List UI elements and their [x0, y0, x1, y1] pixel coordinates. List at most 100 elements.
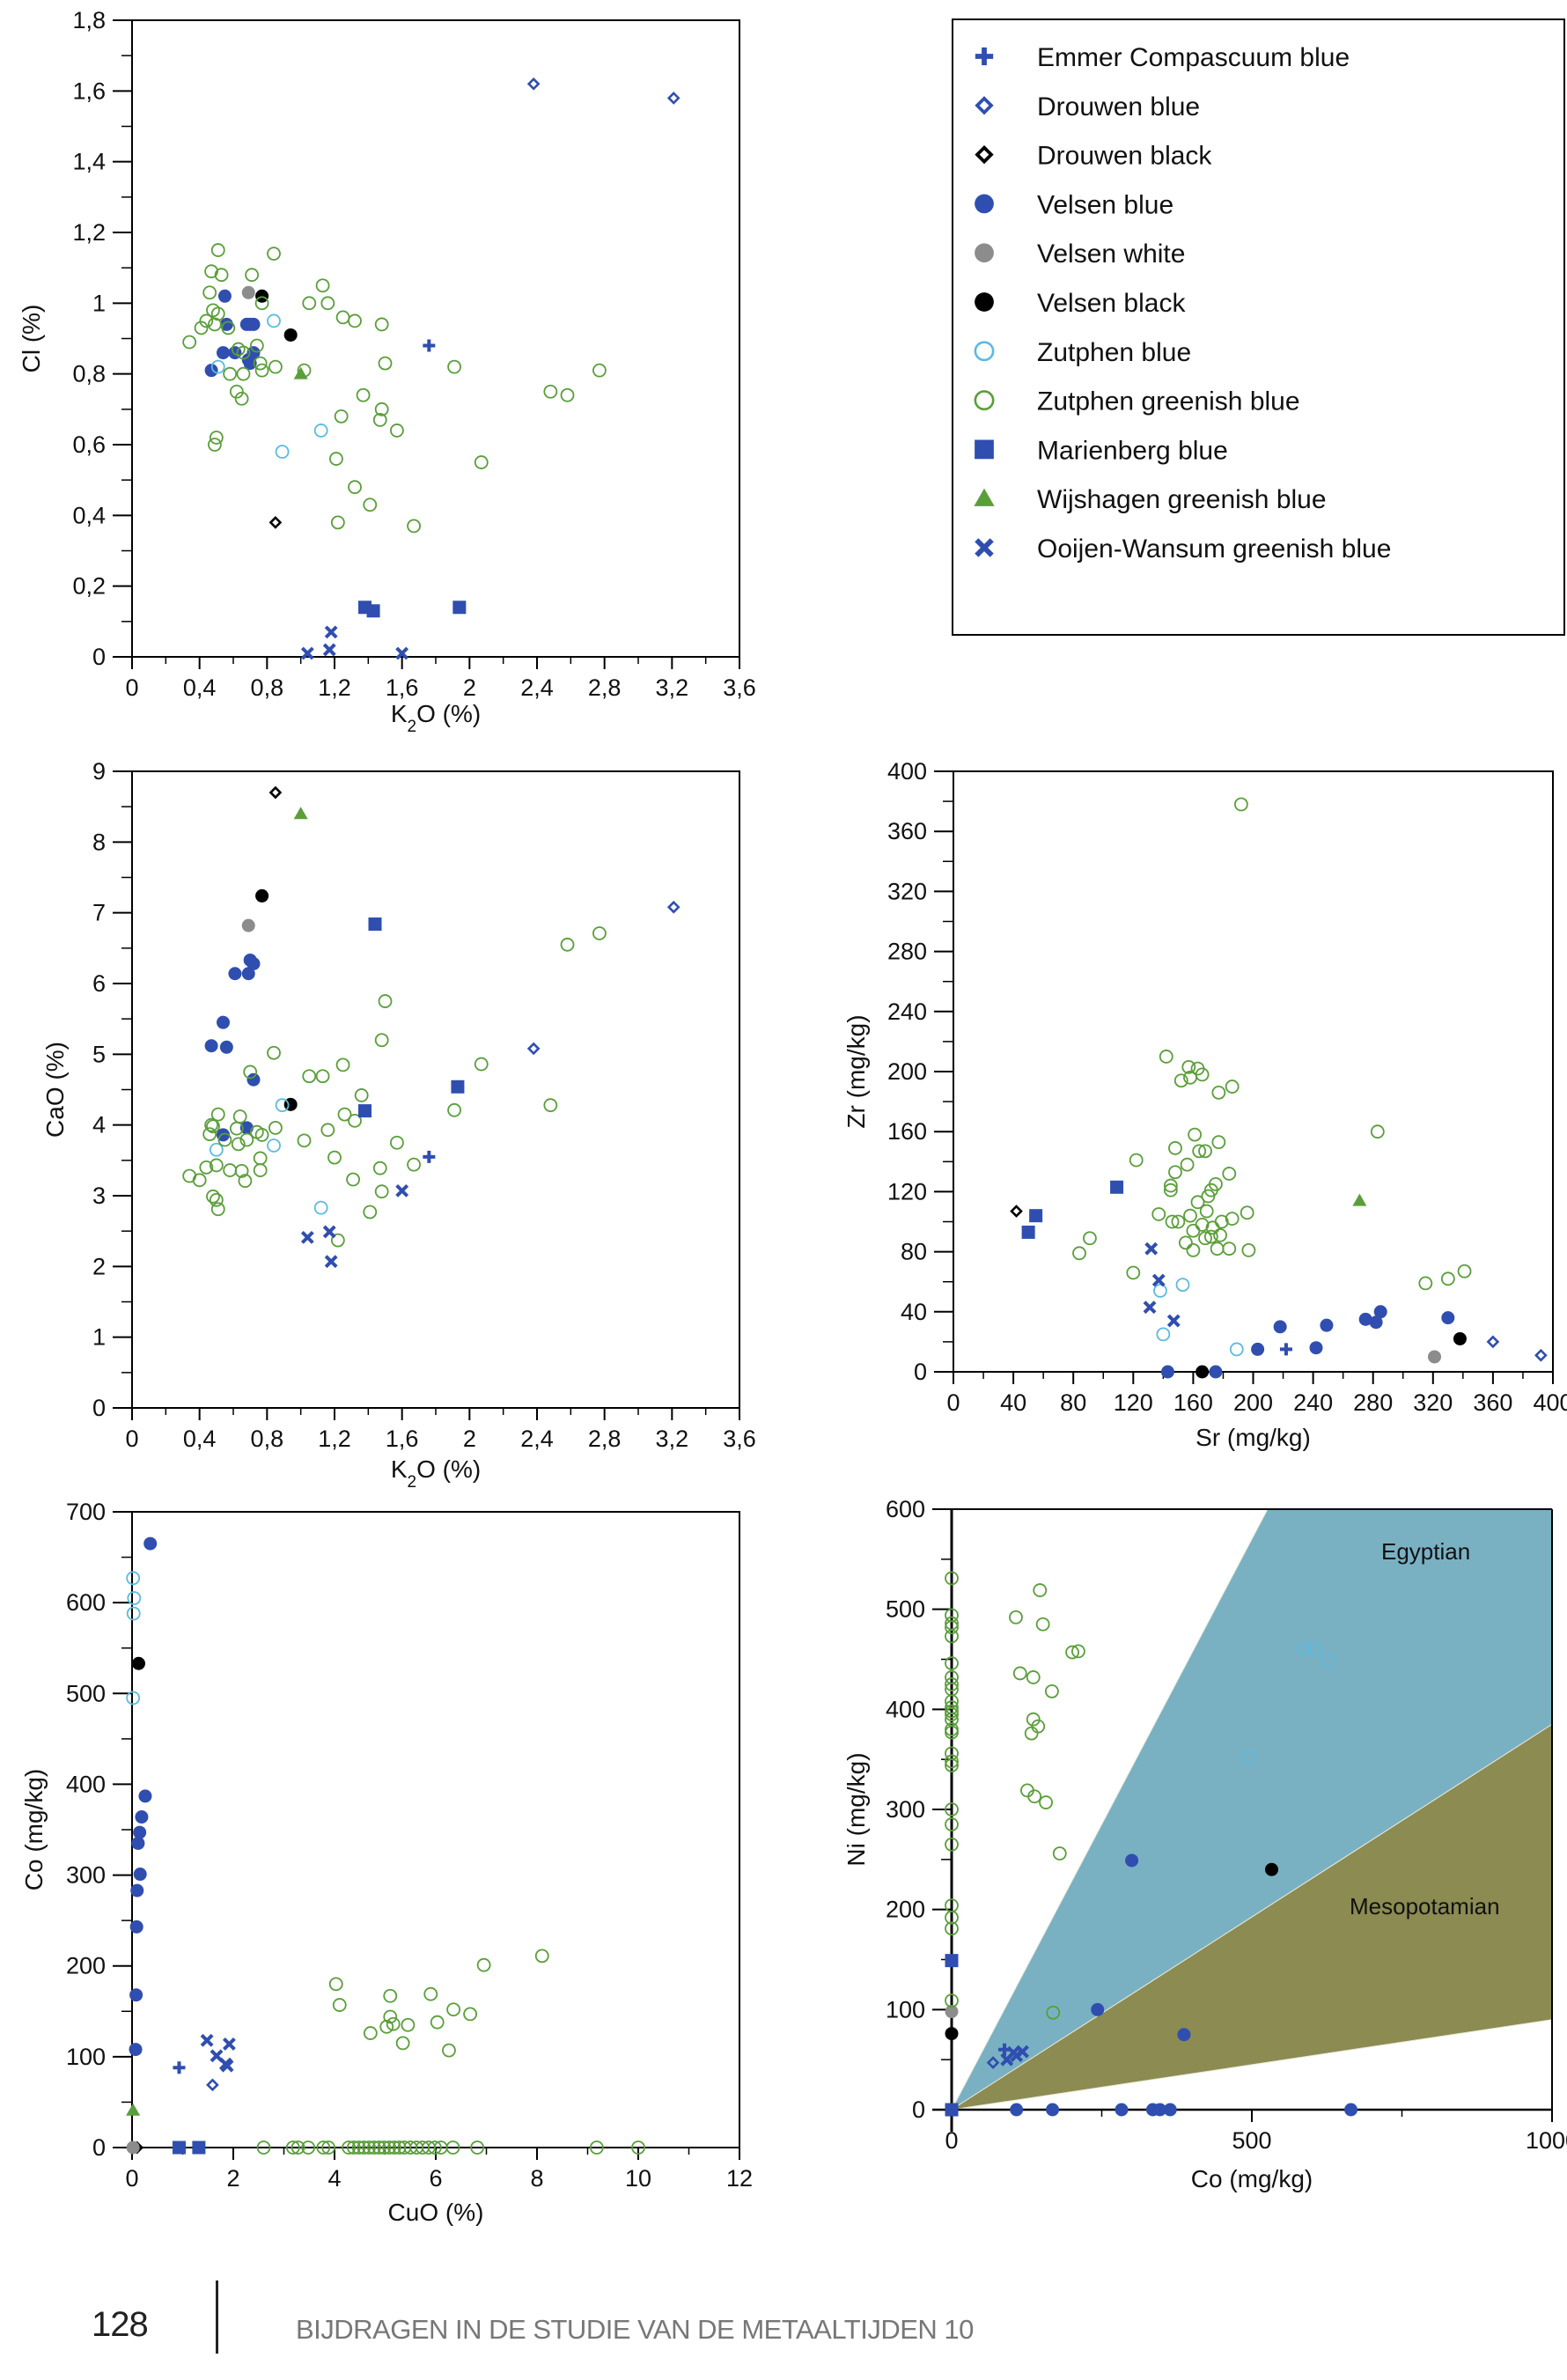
x-tick-label: 1,6 [386, 674, 419, 701]
point-zutphen-greenish-blue [254, 363, 269, 378]
point-zutphen-greenish-blue [1129, 1153, 1144, 1168]
point-drouwen-blue [526, 1042, 541, 1056]
series-emmer-compascuum-blue [423, 339, 436, 352]
drouwen-blue-marker-icon [975, 96, 994, 115]
point-velsen-black [131, 1656, 145, 1670]
point-zutphen-greenish-blue [447, 359, 461, 374]
point-zutphen-greenish-blue [206, 1119, 220, 1134]
y-tick-label: 0,8 [72, 361, 106, 387]
point-zutphen-blue [126, 1606, 141, 1621]
series-velsen-blue [1010, 1853, 1358, 2117]
series-zutphen-greenish-blue [945, 1571, 1085, 2020]
point-marienberg-blue [945, 2103, 959, 2117]
legend-item-velsen-black: Velsen black [975, 289, 1186, 318]
y-tick-label: 0,2 [72, 573, 106, 600]
point-zutphen-greenish-blue [267, 1045, 281, 1060]
point-velsen-blue [219, 1040, 233, 1054]
point-zutphen-greenish-blue [543, 384, 558, 399]
point-zutphen-greenish-blue [202, 1127, 217, 1142]
series-ooijen-wansum-greenish-blue [200, 2033, 236, 2073]
x-tick-label: 3,6 [723, 674, 756, 701]
point-zutphen-greenish-blue [1440, 1271, 1455, 1286]
legend-item-drouwen-blue: Drouwen blue [975, 92, 1200, 122]
point-velsen-blue [131, 1836, 145, 1850]
x-tick-label: 400 [1533, 1389, 1567, 1416]
x-tick-label: 0 [946, 1389, 960, 1416]
point-zutphen-blue [267, 1138, 281, 1153]
point-velsen-blue [1209, 1365, 1223, 1379]
point-velsen-blue [1273, 1320, 1287, 1334]
x-tick-label: 200 [1233, 1389, 1273, 1416]
series-velsen-black [1195, 1331, 1467, 1379]
point-zutphen-greenish-blue [269, 359, 283, 374]
legend-label: Wijshagen greenish blue [1037, 485, 1327, 514]
x-tick-label: 6 [429, 2165, 442, 2192]
point-zutphen-greenish-blue [374, 1184, 389, 1199]
point-zutphen-greenish-blue [316, 2141, 331, 2155]
y-tick-label: 0 [914, 1359, 927, 1385]
chart-cl-vs-k2o: 0 0,4 0,8 1,2 1,6 2 2,4 2,8 3,2 3,6 0 0,2 0,4 0,6 0,8 1… [18, 7, 756, 736]
y-tick-label: 300 [886, 1796, 925, 1823]
point-zutphen-greenish-blue [1052, 1846, 1067, 1861]
point-zutphen-greenish-blue [560, 937, 575, 952]
point-zutphen-greenish-blue [1168, 1165, 1182, 1180]
y-tick-label: 4 [92, 1112, 106, 1138]
y-tick-label: 280 [887, 939, 927, 965]
x-tick-label: 2 [463, 674, 476, 701]
point-zutphen-greenish-blue [383, 1988, 398, 2003]
point-zutphen-greenish-blue [945, 1571, 959, 1586]
point-zutphen-greenish-blue [254, 296, 269, 311]
point-zutphen-greenish-blue [1163, 1178, 1178, 1193]
point-zutphen-greenish-blue [348, 313, 362, 328]
point-zutphen-greenish-blue [945, 1910, 959, 1925]
legend-label: Marienberg blue [1037, 436, 1228, 465]
series-wijshagen-greenish-blue [126, 2103, 141, 2116]
point-zutphen-greenish-blue [321, 2141, 336, 2155]
data-points [182, 785, 681, 1269]
point-marienberg-blue [1029, 1209, 1043, 1223]
point-zutphen-greenish-blue [945, 1656, 959, 1670]
legend-label: Ooijen-Wansum greenish blue [1037, 534, 1391, 564]
point-zutphen-greenish-blue [382, 2141, 397, 2155]
point-zutphen-greenish-blue [1222, 1242, 1237, 1256]
x-tick-label: 12 [726, 2165, 753, 2192]
point-zutphen-greenish-blue [1198, 1231, 1212, 1246]
y-tick-label: 8 [92, 829, 106, 855]
point-velsen-blue [246, 317, 261, 331]
x-tick-label: 2,4 [520, 1426, 554, 1452]
point-velsen-blue [228, 967, 242, 981]
series-ooijen-wansum-greenish-blue [1000, 2045, 1029, 2067]
point-zutphen-greenish-blue [267, 247, 281, 262]
point-zutphen-greenish-blue [1026, 1712, 1041, 1727]
y-tick-label: 1,2 [72, 219, 106, 246]
x-tick-label: 320 [1413, 1389, 1453, 1416]
point-zutphen-greenish-blue [232, 1109, 247, 1124]
point-zutphen-blue [275, 1098, 290, 1113]
point-ooijen-wansum-greenish-blue [300, 1230, 314, 1244]
point-zutphen-greenish-blue [1186, 1223, 1201, 1238]
x-tick-label: 240 [1293, 1389, 1333, 1416]
point-zutphen-greenish-blue [1211, 1135, 1226, 1150]
footer-separator [216, 2281, 218, 2354]
point-zutphen-greenish-blue [1083, 1231, 1097, 1246]
point-zutphen-blue [1241, 1750, 1256, 1765]
point-velsen-white [945, 2005, 959, 2019]
point-velsen-blue [130, 1883, 144, 1897]
y-tick-label: 700 [66, 1499, 106, 1525]
series-drouwen-black [269, 785, 283, 799]
y-tick-label: 3 [92, 1183, 106, 1209]
point-ooijen-wansum-greenish-blue [395, 1183, 409, 1197]
point-zutphen-greenish-blue [239, 1132, 254, 1147]
point-velsen-blue [1091, 2002, 1105, 2016]
point-zutphen-greenish-blue [390, 1135, 404, 1150]
point-ooijen-wansum-greenish-blue [324, 625, 338, 639]
point-zutphen-greenish-blue [1171, 1214, 1186, 1229]
point-zutphen-greenish-blue [231, 1137, 246, 1152]
point-zutphen-greenish-blue [327, 1150, 342, 1165]
axes: 0 40 80 120 160 200 240 280 320 360 400 0 40 80 120 160… [842, 758, 1567, 1451]
point-zutphen-greenish-blue [346, 1172, 360, 1187]
point-zutphen-greenish-blue [1192, 1144, 1207, 1159]
point-zutphen-greenish-blue [1009, 1610, 1023, 1625]
point-zutphen-greenish-blue [206, 1189, 220, 1204]
point-zutphen-greenish-blue [1201, 1189, 1216, 1204]
